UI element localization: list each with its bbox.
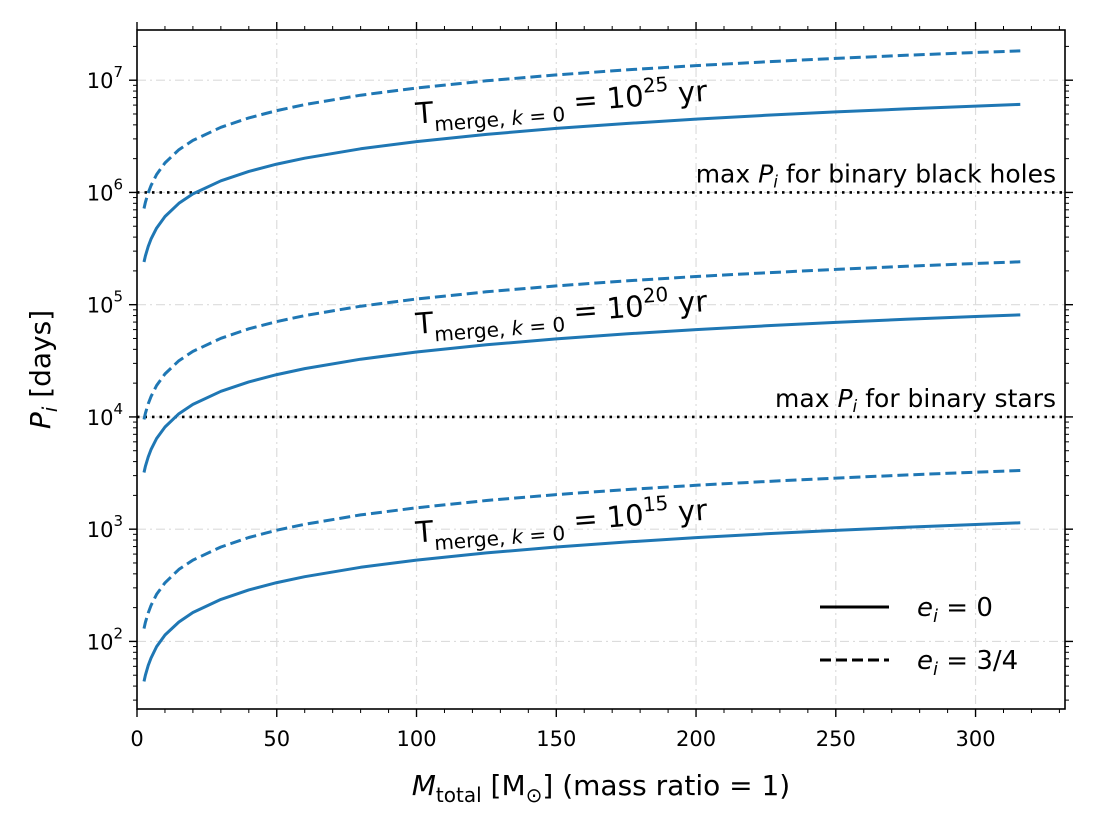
x-tick-label: 250 [816, 727, 856, 751]
legend-value: = 0 [938, 593, 993, 623]
legend: ei = 0ei = 3/4 [820, 593, 1018, 680]
annotation-subscript-tail: = 0 [522, 521, 566, 548]
y-tick-label: 102 [87, 624, 123, 654]
annotation-unit: yr [668, 74, 709, 111]
annotation-equation: = 10 [563, 289, 645, 329]
series-line-dashed [142, 260, 1021, 420]
max-period-label: max Pi for binary stars [775, 384, 1056, 417]
y-tick-exponent: 4 [113, 400, 123, 418]
y-tick-base: 10 [87, 181, 114, 205]
label-subscript: i [853, 397, 858, 417]
annotation-subscript-tail: = 0 [522, 102, 566, 129]
annotation-main: T [413, 514, 435, 549]
annotation-exponent: 20 [642, 282, 669, 308]
y-tick-base: 10 [87, 630, 114, 654]
label-text: max [775, 384, 837, 413]
series-line-solid [142, 102, 1021, 263]
max-period-label: max Pi for binary black holes [696, 159, 1056, 192]
x-axis-tail: ] (mass ratio = 1) [542, 769, 790, 802]
annotation-main: T [413, 305, 435, 340]
y-tick-label: 103 [87, 512, 123, 542]
y-tick-base: 10 [87, 406, 114, 430]
y-tick-base: 10 [87, 69, 114, 93]
y-tick-exponent: 6 [113, 175, 123, 193]
x-axis-sun-symbol: ⊙ [526, 783, 543, 807]
plot-frame [136, 29, 1066, 710]
x-tick-label: 100 [396, 727, 436, 751]
merge-time-annotation: Tmerge, k = 0 = 1025 yr [413, 69, 709, 138]
series-line-solid [142, 521, 1021, 682]
annotation-equation: = 10 [563, 79, 645, 119]
x-tick-label: 150 [536, 727, 576, 751]
series-line-dashed [142, 469, 1021, 629]
reference-lines [137, 191, 1065, 419]
y-axis-symbol: P [24, 412, 57, 429]
label-text: for binary stars [857, 384, 1056, 413]
annotation-subscript-tail: = 0 [522, 312, 566, 339]
annotation-subscript-symbol: k [511, 524, 526, 549]
legend-value: = 3/4 [938, 646, 1018, 676]
x-tick-label: 50 [263, 727, 290, 751]
annotation-main: T [413, 95, 435, 130]
series-line-solid [142, 313, 1021, 473]
annotation-exponent: 15 [642, 491, 669, 517]
label-symbol: P [758, 159, 774, 188]
x-tick-label: 0 [130, 727, 143, 751]
y-tick-label: 106 [87, 175, 123, 205]
x-tick-label: 200 [676, 727, 716, 751]
y-tick-exponent: 7 [113, 63, 123, 81]
series-line-dashed [142, 49, 1021, 209]
legend-symbol: e [917, 646, 933, 676]
legend-subscript: i [933, 606, 938, 627]
merge-time-annotation: Tmerge, k = 0 = 1015 yr [413, 488, 709, 557]
x-axis-label: Mtotal [M⊙] (mass ratio = 1) [412, 769, 790, 807]
label-text: for binary black holes [778, 159, 1056, 188]
annotation-equation: = 10 [563, 498, 645, 538]
label-symbol: P [837, 384, 853, 413]
annotation-unit: yr [668, 284, 709, 321]
y-tick-base: 10 [87, 294, 114, 318]
legend-label: ei = 3/4 [917, 646, 1018, 680]
legend-symbol: e [917, 593, 933, 623]
x-axis-unit: [M [482, 769, 526, 802]
axis-labels: Mtotal [M⊙] (mass ratio = 1) Pi [days] [24, 310, 790, 807]
label-text: max [696, 159, 758, 188]
annotation-unit: yr [668, 493, 709, 530]
annotation-subscript-symbol: k [511, 315, 526, 340]
legend-subscript: i [933, 659, 938, 680]
y-tick-exponent: 3 [113, 512, 123, 530]
y-axis-label: Pi [days] [24, 310, 62, 429]
annotation-subscript-symbol: k [511, 105, 526, 130]
y-axis-subscript: i [38, 406, 62, 412]
annotation-exponent: 25 [642, 72, 669, 98]
label-subscript: i [773, 172, 778, 192]
x-axis-subscript: total [436, 783, 482, 807]
series-group [142, 49, 1021, 682]
y-tick-label: 105 [87, 288, 123, 318]
legend-label: ei = 0 [917, 593, 993, 627]
y-tick-base: 10 [87, 518, 114, 542]
y-axis-unit: [days] [24, 310, 57, 407]
y-tick-label: 107 [87, 63, 123, 93]
y-tick-exponent: 5 [113, 288, 123, 306]
y-tick-exponent: 2 [113, 624, 123, 642]
y-tick-label: 104 [87, 400, 123, 430]
x-axis-symbol: M [412, 769, 436, 802]
x-tick-label: 300 [956, 727, 996, 751]
